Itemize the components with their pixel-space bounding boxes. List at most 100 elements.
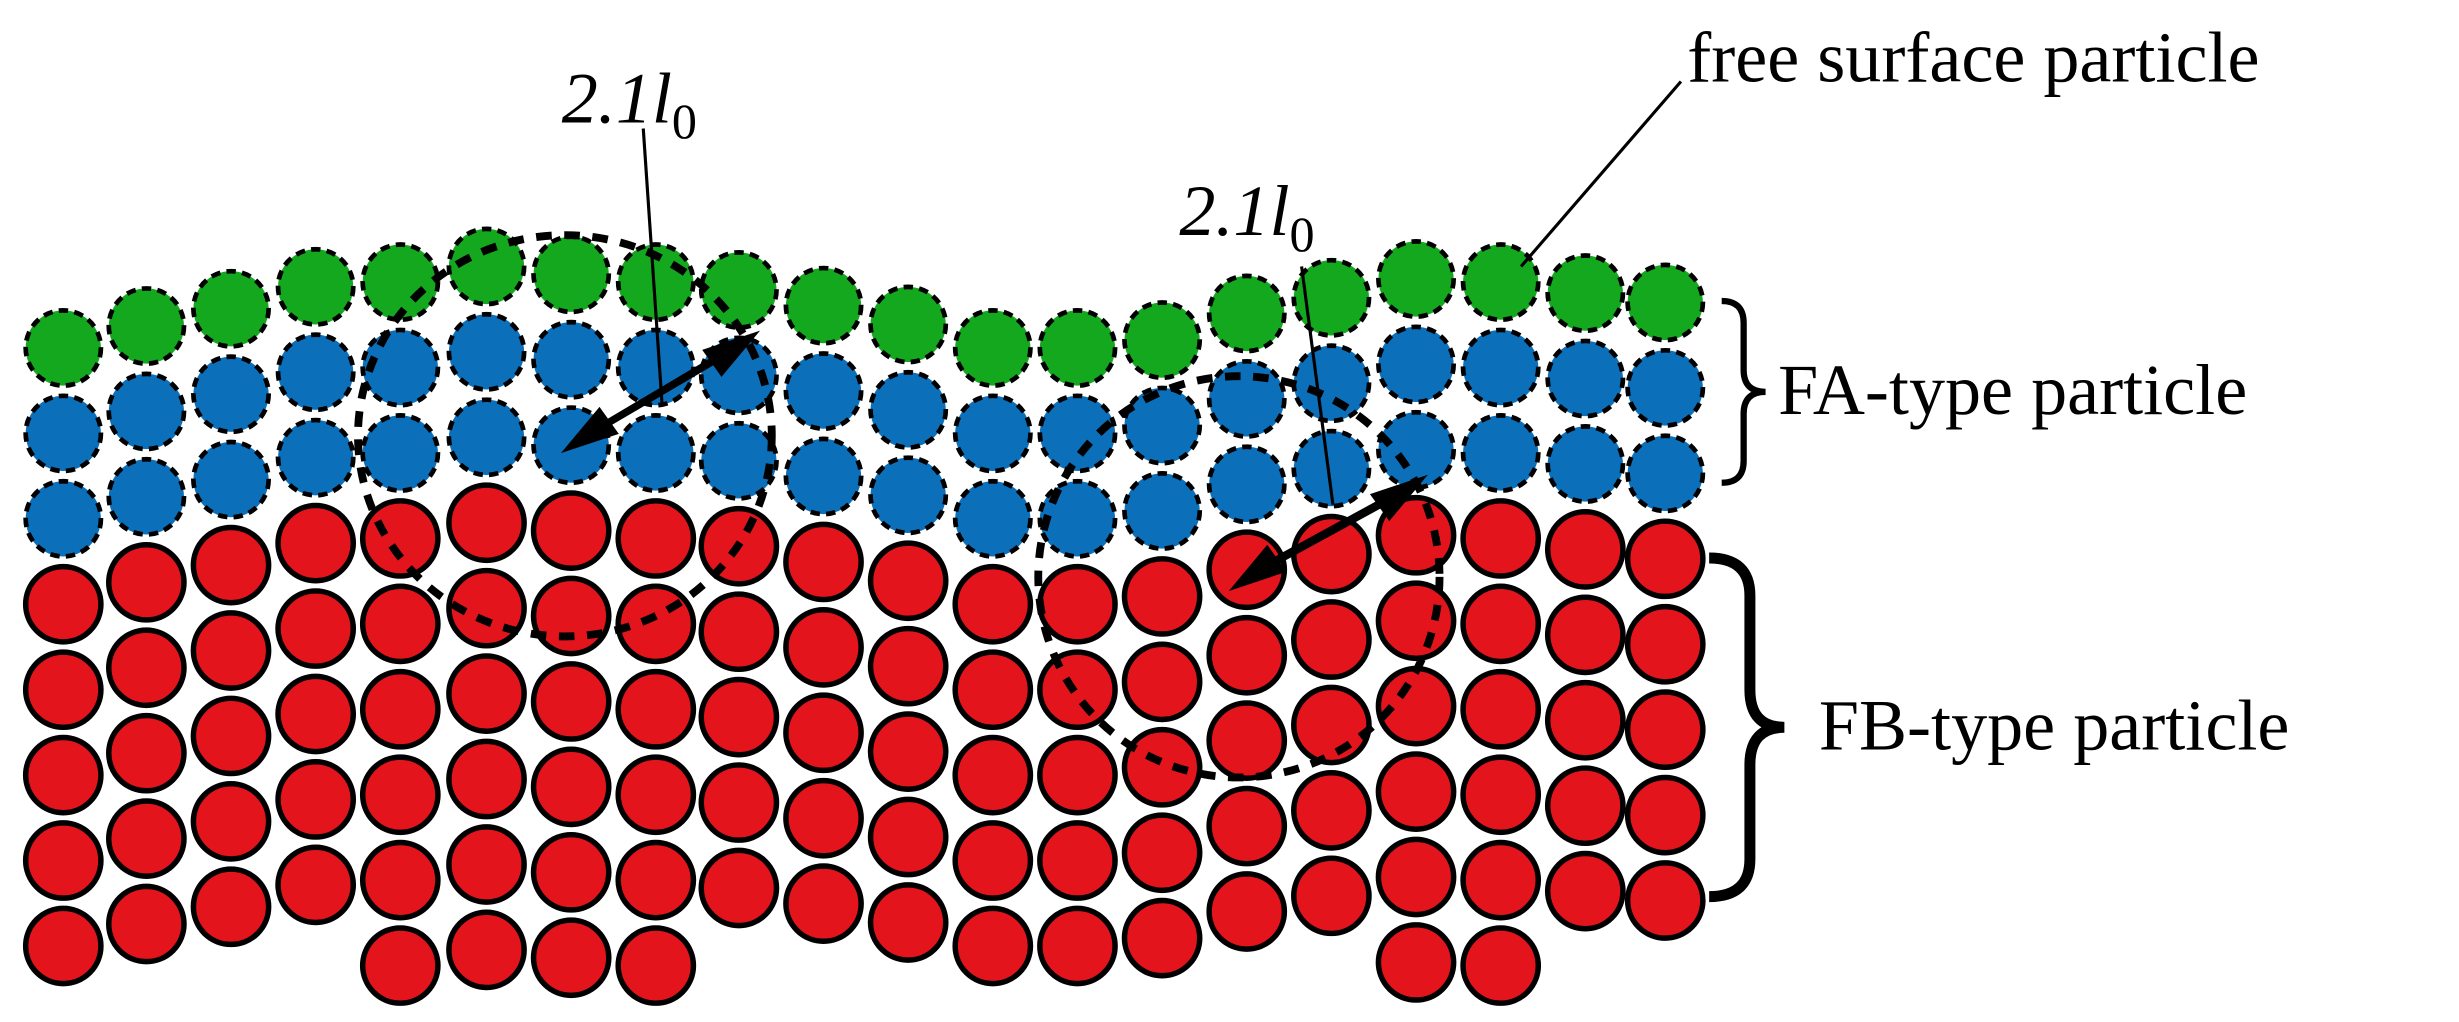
fa-type-particle: [1122, 471, 1203, 551]
free-surface-particle: [23, 308, 104, 388]
fb-type-particle: [615, 498, 697, 579]
particle-field: [22, 226, 1706, 1006]
fb-type-particle: [275, 759, 357, 840]
fb-type-particle: [952, 649, 1034, 731]
fa-type-particle: [783, 351, 864, 432]
free-surface-particle: [1206, 273, 1287, 354]
fb-type-particle: [1291, 684, 1372, 766]
fb-type-particle: [1037, 905, 1118, 987]
fb-type-particle: [1121, 641, 1203, 723]
fa-type-particle: [106, 371, 187, 452]
fa-type-particle: [446, 311, 527, 392]
free-surface-particle: [783, 265, 864, 346]
fb-type-particle: [783, 607, 864, 688]
fb-type-particle: [1121, 897, 1203, 979]
free-surface-particle: [1291, 257, 1372, 338]
free-surface-particle: [1037, 308, 1118, 388]
fa-type-particle: [1037, 393, 1118, 474]
fa-type-particle: [360, 327, 441, 408]
fb-type-particle: [446, 824, 527, 905]
fa-type-particle: [1122, 385, 1203, 466]
fb-type-particle: [359, 583, 441, 665]
fb-type-particle: [698, 676, 780, 758]
fb-type-particle: [190, 780, 272, 862]
fa-type-particle: [1460, 327, 1541, 408]
fb-type-particle: [1375, 494, 1457, 576]
fb-type-particle: [615, 925, 697, 1006]
radius-label-subscript: 0: [672, 93, 697, 149]
fa-type-particle: [531, 319, 612, 400]
fb-type-particle: [698, 847, 780, 929]
fa-type-particle: [446, 397, 527, 478]
fb-type-particle: [1206, 614, 1288, 696]
fb-type-particle: [446, 909, 527, 991]
fb-type-particle: [952, 905, 1034, 987]
fb-type-particle: [1624, 774, 1706, 856]
fb-type-particle: [783, 777, 864, 859]
fb-type-particle: [867, 625, 949, 707]
fa-type-particle: [23, 478, 104, 559]
fb-type-particle: [446, 653, 527, 734]
fa-type-particle: [275, 417, 356, 498]
fa-type-particle: [952, 393, 1033, 474]
fa-type-particle: [1625, 347, 1706, 428]
radius-arrow: [1228, 474, 1428, 592]
fb-type-particle: [359, 925, 441, 1006]
support-domain: [354, 231, 776, 641]
fb-type-particle: [190, 610, 272, 691]
fb-type-particle: [1037, 563, 1118, 645]
fb-type-particle: [1460, 668, 1542, 750]
fb-type-particle: [783, 863, 864, 945]
fa-type-particle: [360, 413, 441, 493]
fb-type-particle: [1206, 785, 1288, 867]
fb-type-particle: [1206, 700, 1288, 781]
radius-label-main: 2.1l: [1179, 171, 1289, 251]
fb-type-particle: [106, 627, 187, 709]
fb-type-particle: [1460, 754, 1542, 836]
fb-type-particle: [190, 524, 272, 606]
fb-type-particle: [446, 738, 527, 820]
fb-type-particle: [275, 588, 357, 669]
fb-type-particle: [1037, 649, 1118, 731]
fb-type-particle: [1624, 518, 1706, 600]
fb-type-particle: [22, 820, 104, 901]
fb-type-particle: [22, 734, 104, 816]
fb-type-particle: [615, 583, 697, 665]
radius-label-main: 2.1l: [562, 58, 672, 138]
fb-type-particle: [1291, 770, 1372, 851]
fb-type-particle: [530, 490, 612, 571]
fb-type-particle: [359, 754, 441, 836]
free-surface-particle: [275, 246, 356, 327]
fa-type-particle: [1625, 433, 1706, 514]
support-domain: [1034, 372, 1444, 782]
fb-type-particle: [190, 695, 272, 777]
fb-type-particle: [1460, 583, 1542, 665]
fb-type-particle: [1121, 812, 1203, 894]
leader-line: [641, 80, 1683, 505]
fa-type-particle: [275, 332, 356, 413]
fb-type-particle: [1037, 734, 1118, 816]
fa-type-particle: [1460, 413, 1541, 493]
fb-type-particle: [190, 866, 272, 948]
free-surface-particle: [1545, 253, 1626, 334]
fb-type-particle: [952, 820, 1034, 901]
free-surface-particle: [952, 308, 1033, 388]
free-surface-particle: [531, 234, 612, 315]
fb-type-particle: [1544, 594, 1626, 676]
fb-type-particle: [1460, 925, 1542, 1006]
fa-type-particle: [1206, 358, 1287, 439]
fb-type-particle: [106, 712, 187, 794]
fb-type-particle: [530, 917, 612, 999]
fb-type-particle: [1624, 689, 1706, 771]
fb-type-particle: [867, 882, 949, 963]
fb-type-particle: [1544, 765, 1626, 847]
free-surface-particle: [446, 226, 527, 307]
fb-type-particle: [1460, 839, 1542, 921]
fa-type-particle: [1376, 324, 1457, 405]
fb-type-particle: [1375, 922, 1457, 1003]
fb-type-particle: [1544, 679, 1626, 761]
fa-type-particle: [868, 369, 949, 450]
fa-type-particle: [868, 455, 949, 536]
fb-type-particle: [615, 668, 697, 750]
free-surface-particle: [106, 286, 187, 367]
